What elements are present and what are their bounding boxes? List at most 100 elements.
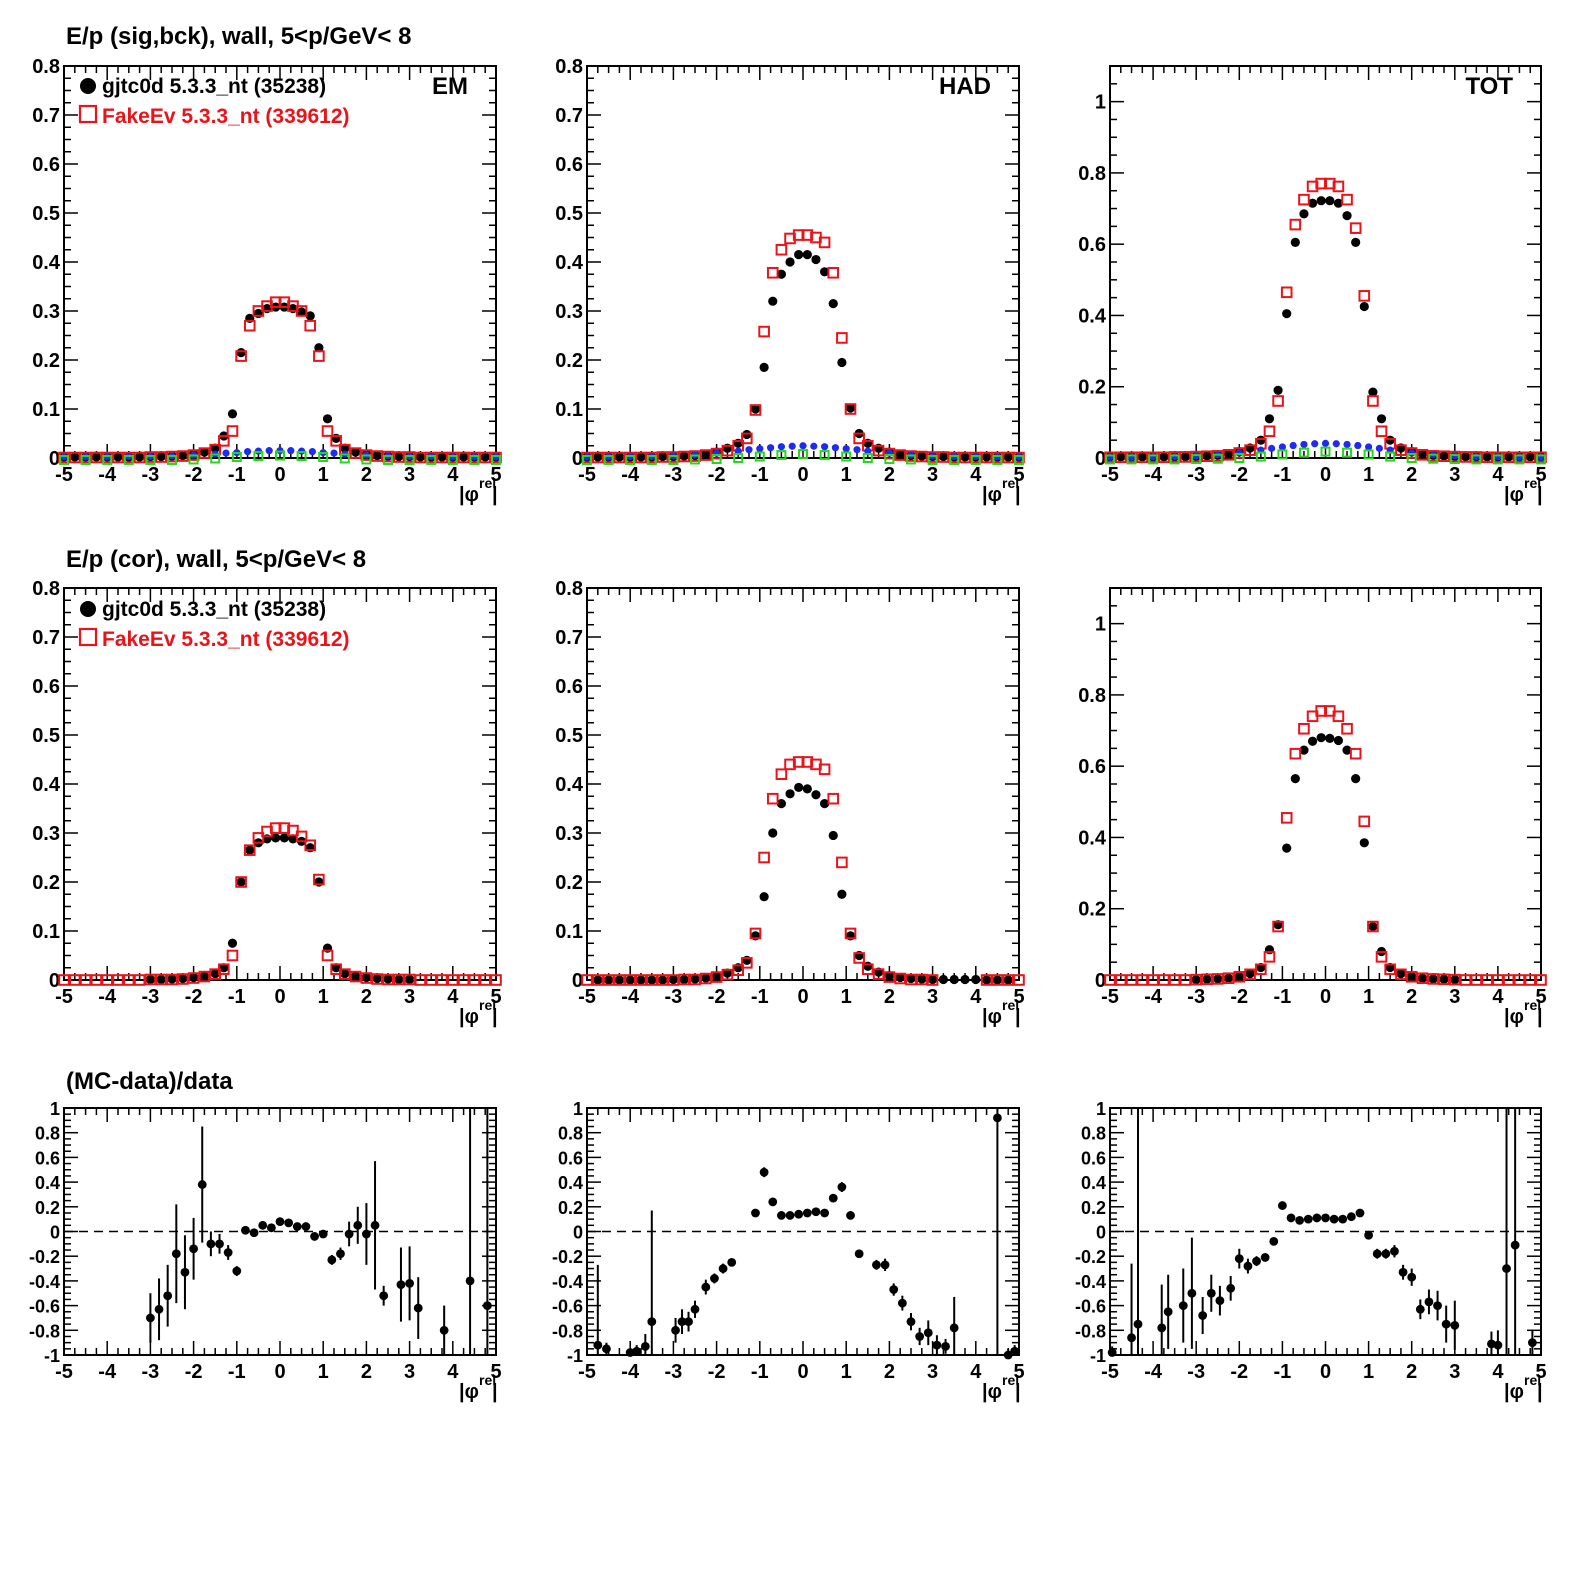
data-point: [811, 254, 821, 265]
background-data-point: [745, 446, 753, 454]
data-point: [1368, 921, 1378, 932]
background-mc-point: [188, 454, 199, 465]
series-dot: [59, 302, 501, 462]
background-data-point: [244, 448, 252, 456]
mc-point: [304, 839, 317, 852]
x-tick-label: 1: [318, 986, 329, 1008]
x-tick-label: 3: [404, 986, 415, 1008]
mc-point: [1341, 722, 1353, 735]
x-tick-label: 1: [841, 464, 852, 486]
background-data-point: [60, 453, 68, 461]
background-mc-point: [1105, 454, 1115, 465]
x-tick-label: 0: [1320, 1361, 1331, 1383]
ratio-point: [241, 1225, 250, 1235]
x-axis-label-sup: rel: [1002, 475, 1019, 491]
background-mc-point: [992, 454, 1003, 465]
mc-point: [133, 974, 146, 986]
data-point: [1264, 414, 1275, 424]
background-mc-point: [1385, 451, 1396, 462]
y-tick-label: 0.2: [35, 1198, 60, 1218]
mc-point: [1201, 450, 1213, 463]
data-point: [679, 451, 689, 461]
background-mc-point: [798, 449, 808, 460]
x-tick-label: -3: [1187, 464, 1205, 486]
series-dot: [593, 782, 1013, 985]
mc-point: [1416, 448, 1429, 461]
x-tick-label: 1: [1363, 1361, 1374, 1383]
x-axis-label-sup: rel: [1002, 997, 1019, 1013]
x-axis-label-sup: rel: [1002, 1372, 1019, 1388]
background-data-point: [853, 446, 861, 454]
mc-point: [818, 763, 831, 776]
data-point: [351, 447, 361, 457]
ratio-point: [647, 1317, 657, 1327]
mc-point: [749, 404, 762, 416]
x-axis-label-end: |: [1537, 1006, 1543, 1028]
y-tick-label: 1: [1095, 614, 1106, 636]
data-point: [70, 452, 80, 462]
mc-point: [1459, 451, 1472, 463]
mc-point: [775, 243, 788, 256]
y-tick-label: 0.2: [32, 350, 60, 372]
x-tick-label: -5: [55, 464, 73, 486]
mc-point: [959, 451, 971, 464]
background-data-point: [1311, 440, 1319, 448]
background-data-point: [777, 443, 786, 451]
x-axis-label-end: |: [1537, 484, 1543, 506]
background-mc-point: [210, 453, 221, 464]
mc-point: [235, 876, 247, 888]
x-tick-label: -4: [1144, 986, 1163, 1008]
x-tick-label: 4: [970, 986, 982, 1008]
y-tick-label: 0: [572, 448, 583, 470]
mc-point: [1449, 973, 1461, 986]
ratio-point: [249, 1228, 259, 1238]
mc-point: [177, 450, 189, 462]
ratio-point: [593, 1340, 603, 1350]
data-point: [1202, 451, 1212, 461]
ratio-point: [1441, 1319, 1451, 1329]
background-data-point: [330, 449, 338, 457]
mc-point: [295, 830, 308, 843]
panel-corner-label: HAD: [939, 73, 991, 100]
mc-point: [1535, 974, 1547, 986]
mc-point: [1513, 974, 1526, 986]
background-mc-point: [1363, 449, 1374, 460]
y-tick-label: 0: [573, 1223, 583, 1243]
y-tick-label: 0.1: [555, 399, 583, 421]
x-tick-label: 4: [1492, 464, 1504, 486]
x-tick-label: 5: [1535, 1361, 1546, 1383]
y-tick-label: -1: [567, 1346, 583, 1366]
mc-point: [1002, 451, 1015, 464]
x-tick-label: 2: [884, 986, 895, 1008]
mc-point: [700, 449, 712, 461]
data-point: [895, 972, 905, 983]
ratio-point: [1243, 1261, 1253, 1271]
x-axis-label: |φ: [459, 484, 479, 506]
background-data-point: [1015, 453, 1023, 461]
y-tick-label: 0: [1095, 448, 1106, 470]
mc-point: [1222, 448, 1235, 461]
y-tick-label: 0.6: [32, 154, 60, 176]
x-tick-label: -3: [142, 986, 160, 1008]
data-point: [828, 830, 838, 841]
y-tick-label: 0.3: [555, 823, 583, 845]
x-tick-label: -4: [1144, 464, 1163, 486]
ratio-point: [1234, 1254, 1244, 1264]
mc-point: [155, 451, 167, 463]
y-tick-label: -0.8: [29, 1321, 60, 1341]
mc-point: [635, 974, 647, 986]
mc-point: [1190, 973, 1203, 986]
x-tick-label: 5: [490, 986, 501, 1008]
background-data-point: [1321, 439, 1330, 447]
data-point: [604, 975, 614, 985]
data-point: [1351, 774, 1361, 784]
data-point: [794, 782, 804, 793]
background-data-point: [103, 453, 111, 461]
y-tick-label: 0.7: [32, 627, 60, 649]
data-point: [625, 975, 635, 985]
data-point: [636, 975, 646, 985]
y-tick-label: 0.1: [32, 921, 60, 943]
data-point: [928, 974, 938, 985]
background-mc-point: [1234, 453, 1245, 463]
